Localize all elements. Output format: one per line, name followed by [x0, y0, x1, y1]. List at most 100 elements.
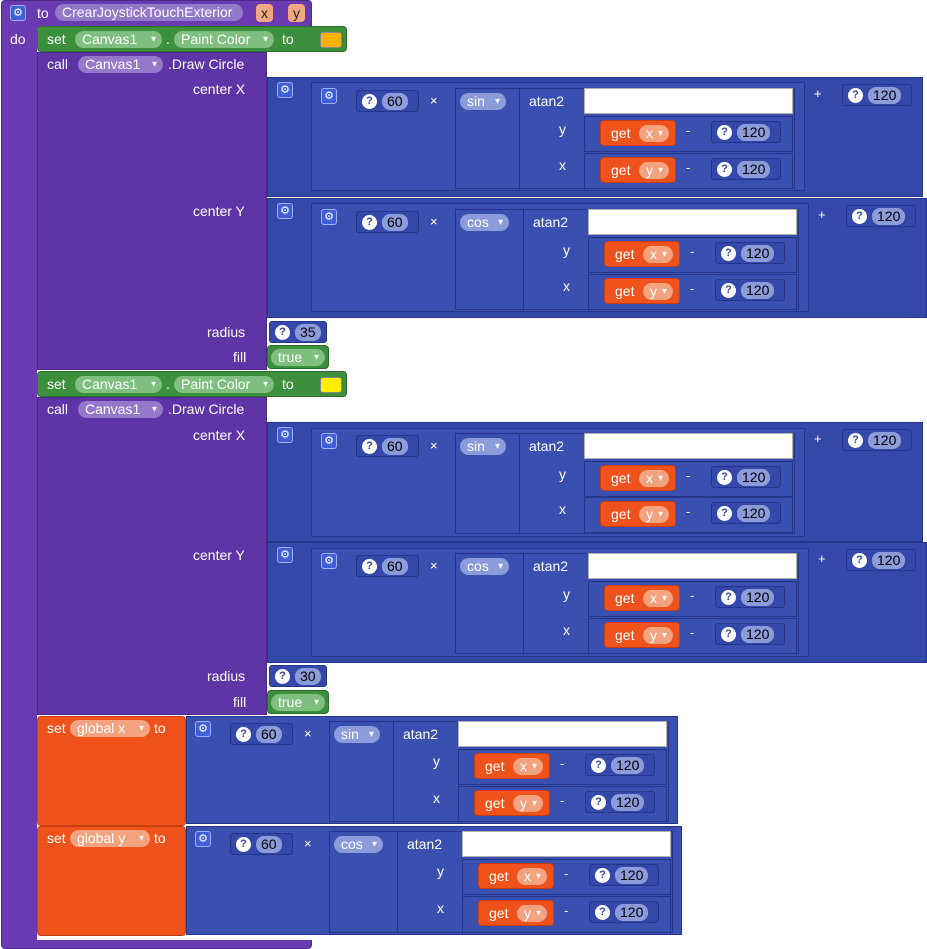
number-block[interactable]: ? 120 [585, 754, 655, 776]
number-value[interactable]: 120 [615, 904, 649, 921]
get-dropdown[interactable]: y [643, 283, 673, 300]
number-value[interactable]: 60 [382, 214, 408, 231]
param-x[interactable]: x [256, 4, 273, 22]
get-block[interactable]: get x [604, 585, 680, 611]
set-paint-color-block-1[interactable]: set Canvas1 . Paint Color to [37, 26, 347, 52]
number-value[interactable]: 60 [256, 726, 282, 743]
component-dropdown[interactable]: Canvas1 [75, 31, 162, 48]
number-block[interactable]: ? 120 [846, 549, 916, 571]
number-block[interactable]: ? 120 [715, 586, 785, 608]
trig-dropdown[interactable]: sin [460, 93, 506, 110]
get-dropdown[interactable]: y [513, 795, 543, 812]
get-dropdown[interactable]: x [513, 758, 543, 775]
number-block[interactable]: ? 120 [711, 121, 781, 143]
component-dropdown[interactable]: Canvas1 [78, 56, 163, 73]
fill-boolean-block[interactable]: true [267, 345, 329, 369]
component-dropdown[interactable]: Canvas1 [78, 401, 163, 418]
variable-dropdown[interactable]: global y [70, 830, 150, 847]
number-value[interactable]: 35 [295, 324, 321, 341]
get-block[interactable]: get y [600, 501, 676, 527]
property-dropdown[interactable]: Paint Color [174, 376, 274, 393]
number-block[interactable]: ? 120 [711, 158, 781, 180]
number-value[interactable]: 120 [741, 282, 775, 299]
gear-icon[interactable]: ⚙ [195, 831, 211, 847]
get-dropdown[interactable]: x [639, 470, 669, 487]
get-dropdown[interactable]: y [643, 627, 673, 644]
trig-dropdown[interactable]: cos [460, 214, 509, 231]
variable-dropdown[interactable]: global x [70, 720, 150, 737]
number-value[interactable]: 60 [382, 558, 408, 575]
get-block[interactable]: get x [600, 120, 676, 146]
get-block[interactable]: get y [478, 900, 554, 926]
number-value[interactable]: 60 [382, 93, 408, 110]
number-value[interactable]: 120 [737, 469, 771, 486]
number-block[interactable]: ? 60 [356, 90, 419, 112]
number-block[interactable]: ? 120 [846, 205, 916, 227]
trig-dropdown[interactable]: sin [460, 438, 506, 455]
gear-icon[interactable]: ⚙ [321, 88, 337, 104]
gear-icon[interactable]: ⚙ [277, 547, 293, 563]
get-dropdown[interactable]: x [517, 868, 547, 885]
number-value[interactable]: 120 [615, 867, 649, 884]
number-value[interactable]: 120 [737, 124, 771, 141]
number-value[interactable]: 120 [872, 208, 906, 225]
radius-number-block[interactable]: ? 35 [269, 321, 327, 343]
number-value[interactable]: 30 [295, 668, 321, 685]
number-block[interactable]: ? 120 [589, 864, 659, 886]
number-block[interactable]: ? 120 [589, 901, 659, 923]
fill-boolean-block[interactable]: true [267, 690, 329, 714]
color-swatch[interactable] [320, 377, 342, 393]
number-block[interactable]: ? 60 [230, 723, 293, 745]
gear-icon[interactable]: ⚙ [277, 203, 293, 219]
boolean-dropdown[interactable]: true [271, 349, 325, 366]
radius-number-block[interactable]: ? 30 [269, 665, 327, 687]
gear-icon[interactable]: ⚙ [277, 82, 293, 98]
number-block[interactable]: ? 120 [842, 84, 912, 106]
color-swatch[interactable] [320, 32, 342, 48]
get-block[interactable]: get y [474, 790, 550, 816]
set-paint-color-block-2[interactable]: set Canvas1 . Paint Color to [37, 371, 347, 397]
boolean-dropdown[interactable]: true [271, 694, 325, 711]
get-dropdown[interactable]: y [517, 905, 547, 922]
property-dropdown[interactable]: Paint Color [174, 31, 274, 48]
number-block[interactable]: ? 120 [715, 279, 785, 301]
gear-icon[interactable]: ⚙ [321, 433, 337, 449]
get-block[interactable]: get x [600, 465, 676, 491]
number-value[interactable]: 60 [382, 438, 408, 455]
gear-icon[interactable]: ⚙ [10, 5, 26, 21]
number-value[interactable]: 120 [741, 589, 775, 606]
get-block[interactable]: get x [478, 863, 554, 889]
gear-icon[interactable]: ⚙ [321, 553, 337, 569]
get-block[interactable]: get y [604, 622, 680, 648]
gear-icon[interactable]: ⚙ [195, 721, 211, 737]
trig-dropdown[interactable]: cos [334, 836, 383, 853]
number-block[interactable]: ? 120 [585, 791, 655, 813]
number-value[interactable]: 120 [868, 87, 902, 104]
number-block[interactable]: ? 120 [715, 623, 785, 645]
gear-icon[interactable]: ⚙ [277, 427, 293, 443]
number-value[interactable]: 120 [741, 245, 775, 262]
draw-circle-block-1[interactable] [37, 52, 267, 370]
trig-dropdown[interactable]: sin [334, 726, 380, 743]
get-dropdown[interactable]: x [643, 590, 673, 607]
number-value[interactable]: 120 [741, 626, 775, 643]
number-value[interactable]: 120 [611, 794, 645, 811]
number-block[interactable]: ? 120 [842, 429, 912, 451]
number-value[interactable]: 120 [737, 505, 771, 522]
component-dropdown[interactable]: Canvas1 [75, 376, 162, 393]
number-value[interactable]: 60 [256, 836, 282, 853]
number-value[interactable]: 120 [737, 161, 771, 178]
number-block[interactable]: ? 120 [711, 466, 781, 488]
number-value[interactable]: 120 [611, 757, 645, 774]
number-block[interactable]: ? 60 [230, 833, 293, 855]
procedure-name[interactable]: CrearJoystickTouchExterior [55, 4, 243, 21]
get-dropdown[interactable]: y [639, 506, 669, 523]
get-block[interactable]: get x [474, 753, 550, 779]
gear-icon[interactable]: ⚙ [321, 209, 337, 225]
trig-dropdown[interactable]: cos [460, 558, 509, 575]
number-block[interactable]: ? 120 [715, 242, 785, 264]
number-block[interactable]: ? 60 [356, 435, 419, 457]
get-block[interactable]: get y [600, 157, 676, 183]
number-value[interactable]: 120 [872, 552, 906, 569]
draw-circle-block-2[interactable] [37, 397, 267, 715]
